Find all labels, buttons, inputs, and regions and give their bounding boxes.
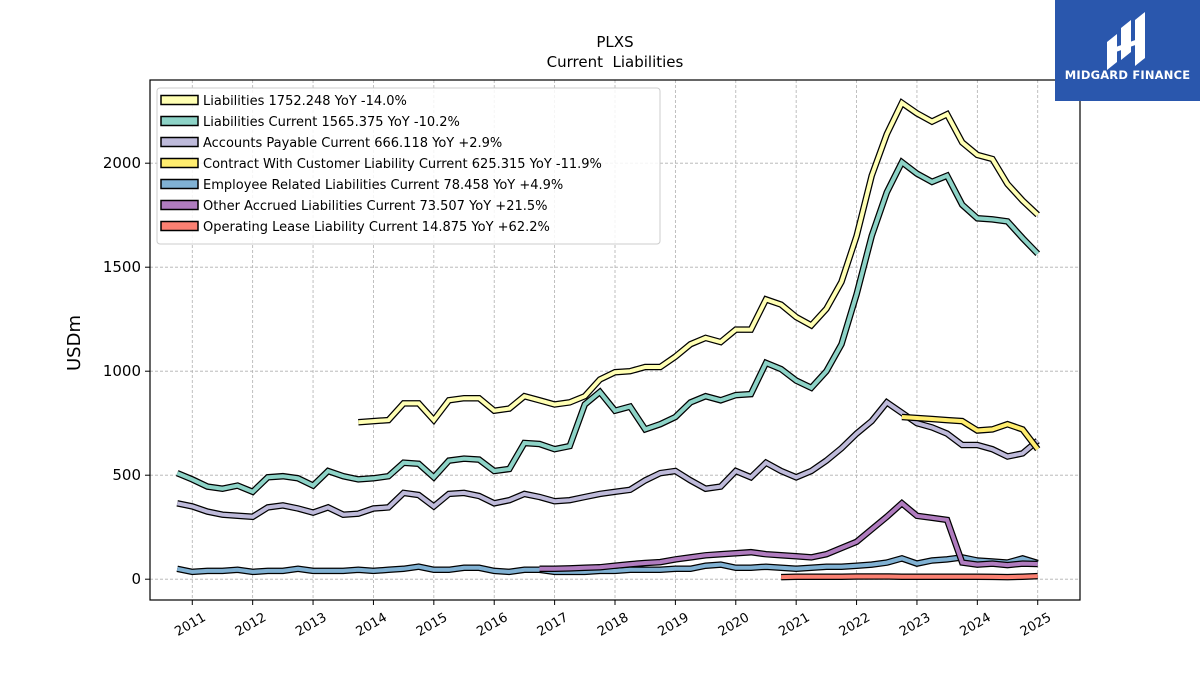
y-axis-label: USDm (64, 315, 85, 371)
x-tick-label: 2025 (1018, 610, 1054, 640)
series-6 (781, 572, 1038, 581)
x-tick-label: 2018 (595, 610, 631, 640)
series-2 (176, 398, 1040, 521)
series-line (176, 399, 1039, 519)
series-4 (176, 554, 1039, 576)
legend-label: Employee Related Liabilities Current 78.… (203, 178, 563, 193)
series-line (539, 500, 1038, 571)
series-line (901, 415, 1040, 451)
series-0 (358, 98, 1040, 426)
x-tick-label: 2024 (958, 610, 994, 640)
y-tick-label: 1500 (103, 258, 141, 276)
y-tick-label: 0 (131, 570, 141, 588)
y-tick-label: 500 (112, 466, 141, 484)
legend-swatch (160, 157, 199, 169)
midgard-logo-icon (1107, 12, 1145, 70)
series-3 (901, 413, 1041, 452)
x-tick-label: 2011 (172, 610, 208, 640)
series-line (176, 159, 1040, 495)
legend-swatch (160, 220, 199, 232)
y-tick-label: 2000 (103, 154, 141, 172)
legend-swatch (160, 136, 199, 148)
legend-label: Liabilities 1752.248 YoY -14.0% (203, 94, 407, 109)
x-tick-label: 2015 (414, 610, 450, 640)
x-tick-label: 2020 (716, 610, 752, 640)
series-line (176, 555, 1039, 574)
x-tick-label: 2022 (837, 610, 873, 640)
legend-item: Operating Lease Liability Current 14.875… (160, 220, 550, 235)
series-5 (539, 499, 1038, 573)
y-tick-label: 1000 (103, 362, 141, 380)
chart-subtitle: Current Liabilities (547, 53, 684, 71)
midgard-finance-logo: MIDGARD FINANCE (1055, 0, 1200, 101)
series-line (358, 99, 1040, 425)
x-tick-label: 2014 (354, 610, 390, 640)
legend-item: Liabilities 1752.248 YoY -14.0% (160, 94, 407, 109)
x-tick-label: 2012 (233, 610, 269, 640)
legend-label: Liabilities Current 1565.375 YoY -10.2% (203, 115, 460, 130)
legend-box (156, 87, 661, 245)
legend-swatch (160, 115, 199, 127)
x-tick-label: 2023 (897, 610, 933, 640)
legend-label: Operating Lease Liability Current 14.875… (203, 220, 550, 235)
series-lines (175, 98, 1041, 581)
x-tick-label: 2019 (656, 610, 692, 640)
logo-text: MIDGARD FINANCE (1064, 68, 1191, 82)
x-tick-label: 2021 (776, 610, 812, 640)
legend-item: Contract With Customer Liability Current… (160, 157, 602, 172)
legend-item: Accounts Payable Current 666.118 YoY +2.… (160, 136, 502, 151)
legend-label: Other Accrued Liabilities Current 73.507… (203, 199, 548, 214)
legend-swatch (160, 94, 199, 106)
legend-swatch (160, 199, 199, 211)
legend-label: Accounts Payable Current 666.118 YoY +2.… (203, 136, 502, 151)
legend-item: Liabilities Current 1565.375 YoY -10.2% (160, 115, 460, 130)
series-1 (175, 157, 1041, 496)
legend-swatch (160, 178, 199, 190)
x-tick-label: 2013 (293, 610, 329, 640)
legend-item: Employee Related Liabilities Current 78.… (160, 178, 563, 193)
x-tick-label: 2016 (474, 610, 510, 640)
legend: Liabilities 1752.248 YoY -14.0% Liabiliti… (156, 87, 661, 245)
x-tick-label: 2017 (535, 610, 571, 640)
legend-item: Other Accrued Liabilities Current 73.507… (160, 199, 548, 214)
legend-label: Contract With Customer Liability Current… (203, 157, 602, 172)
chart-title: PLXS (596, 33, 633, 51)
series-line (781, 574, 1038, 580)
